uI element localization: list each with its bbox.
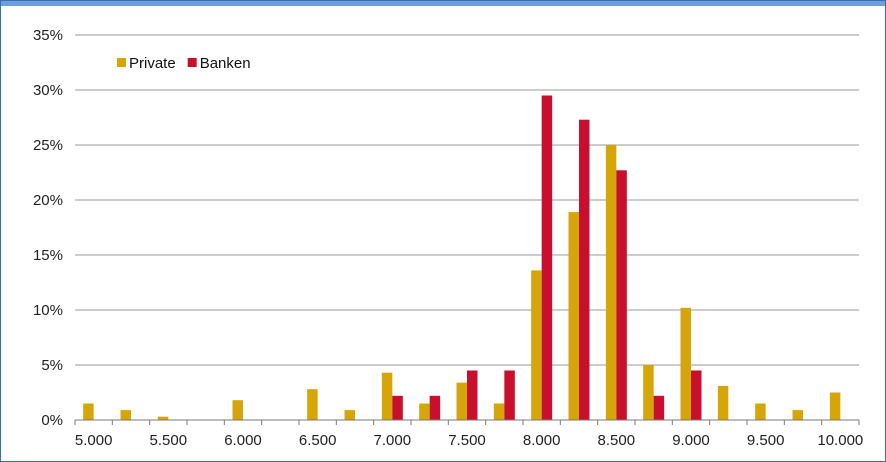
- bar-private: [456, 382, 467, 420]
- bar-private: [605, 145, 617, 420]
- x-tick-label: 7.000: [374, 432, 412, 449]
- x-tick-label: 5.500: [150, 432, 188, 449]
- bar-banken: [653, 395, 665, 420]
- bar-banken: [392, 395, 403, 420]
- legend-label-banken: Banken: [200, 55, 251, 72]
- y-tick-label: 0%: [41, 412, 63, 429]
- x-tick-label: 6.000: [224, 432, 262, 449]
- x-tick-label: 5.000: [75, 432, 113, 449]
- bar-private: [792, 410, 803, 420]
- bar-banken: [579, 119, 590, 420]
- x-tick-label: 6.500: [299, 432, 337, 449]
- bar-private: [493, 403, 505, 420]
- y-tick-label: 10%: [33, 302, 63, 319]
- legend-label-private: Private: [129, 55, 176, 72]
- y-tick-label: 35%: [33, 27, 63, 44]
- bar-banken: [429, 395, 441, 420]
- bar-banken: [541, 95, 553, 420]
- legend-swatch-banken: [187, 58, 197, 67]
- legend-swatch-private: [117, 58, 126, 67]
- x-tick-label: 9.500: [747, 432, 785, 449]
- bar-private: [568, 212, 579, 420]
- bar-private: [344, 410, 355, 420]
- y-tick-label: 25%: [33, 137, 63, 154]
- bar-banken: [467, 370, 478, 420]
- bar-private: [643, 365, 654, 420]
- bar-private: [157, 416, 169, 420]
- y-tick-label: 30%: [33, 82, 63, 99]
- bar-private: [680, 307, 691, 420]
- x-tick-label: 9.000: [672, 432, 710, 449]
- bar-private: [717, 385, 729, 420]
- y-tick-label: 5%: [41, 357, 63, 374]
- x-tick-label: 8.000: [523, 432, 561, 449]
- frame-top-bar: [1, 1, 885, 6]
- x-axis: 5.000 5.500 6.000 6.500 7.000 7.500 8.000 8.500…: [74, 419, 863, 449]
- bar-banken: [691, 370, 702, 420]
- x-tick-label: 10.000: [817, 432, 863, 449]
- x-tick-label: 7.500: [448, 432, 486, 449]
- bar-private: [232, 400, 243, 420]
- y-tick-label: 15%: [33, 247, 63, 264]
- y-tick-label: 20%: [33, 192, 63, 209]
- grid-lines: [75, 34, 859, 366]
- bar-private: [83, 403, 94, 420]
- bar-private: [755, 403, 766, 420]
- x-tick-label: 8.500: [598, 432, 636, 449]
- y-axis-ticks: 0% 5% 10% 15% 20% 25% 30% 35%: [33, 27, 63, 429]
- bar-private: [531, 270, 542, 420]
- bar-private: [381, 372, 393, 420]
- bar-banken: [616, 170, 627, 420]
- bar-private: [307, 389, 318, 420]
- bar-private: [829, 392, 841, 420]
- bar-private: [120, 410, 131, 420]
- legend: Private Banken: [117, 55, 251, 72]
- bars: [83, 95, 841, 420]
- bar-private: [419, 403, 430, 420]
- bar-banken: [504, 370, 515, 420]
